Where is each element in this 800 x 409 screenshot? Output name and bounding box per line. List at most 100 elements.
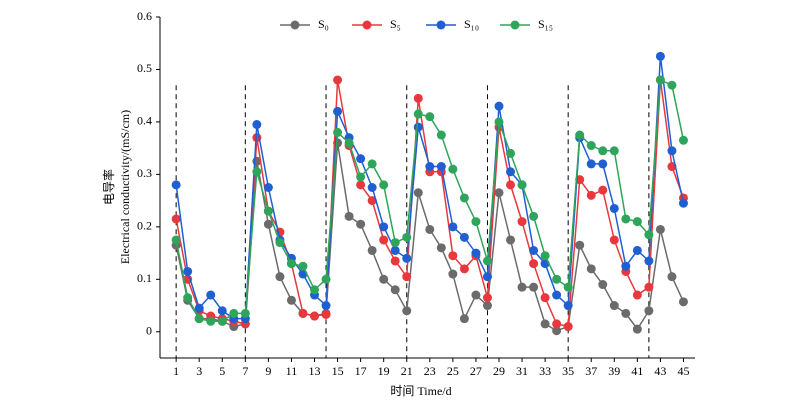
data-point (402, 306, 412, 316)
legend-marker (290, 20, 300, 30)
data-point (229, 308, 239, 318)
x-tick-label: 39 (608, 364, 620, 378)
data-point (529, 211, 539, 221)
data-point (540, 293, 550, 303)
x-tick-label: 1 (173, 364, 179, 378)
data-point (471, 217, 481, 227)
data-point (367, 183, 377, 192)
data-point (575, 130, 585, 140)
data-point (517, 217, 527, 227)
x-tick-label: 31 (516, 364, 528, 378)
data-point (552, 290, 562, 300)
data-point (506, 148, 516, 158)
data-point (598, 185, 608, 195)
x-tick-label: 29 (493, 364, 505, 378)
data-point (621, 261, 631, 271)
data-point (494, 101, 504, 111)
data-point (217, 306, 227, 316)
data-point (321, 274, 331, 284)
data-point (367, 245, 377, 255)
x-tick-label: 11 (286, 364, 298, 378)
x-tick-label: 43 (654, 364, 666, 378)
data-point (171, 180, 181, 190)
data-point (621, 308, 631, 318)
data-point (436, 243, 446, 253)
data-point (171, 235, 181, 245)
data-point (471, 290, 481, 300)
data-point (644, 282, 654, 292)
data-point (413, 188, 423, 198)
x-tick-label: 19 (378, 364, 390, 378)
data-point (275, 272, 285, 282)
data-point (333, 75, 343, 85)
data-point (194, 303, 204, 313)
data-point (448, 164, 458, 174)
data-point (425, 112, 435, 122)
data-point (678, 198, 688, 208)
y-axis-label: 电导率 (101, 169, 116, 205)
data-point (413, 93, 423, 103)
data-point (678, 135, 688, 145)
data-point (298, 308, 308, 318)
x-tick-label: 45 (677, 364, 689, 378)
x-tick-label: 3 (196, 364, 202, 378)
data-point (678, 297, 688, 307)
data-point (436, 130, 446, 140)
x-tick-label: 17 (355, 364, 367, 378)
x-tick-label: 25 (447, 364, 459, 378)
data-point (540, 319, 550, 329)
data-point (506, 235, 516, 245)
data-point (609, 301, 619, 311)
x-axis-label: 时间 Time/d (390, 384, 451, 398)
data-point (448, 251, 458, 261)
data-point (379, 274, 389, 284)
data-point (598, 146, 608, 156)
data-point (240, 308, 250, 318)
data-point (356, 154, 366, 164)
x-tick-label: 7 (242, 364, 248, 378)
data-point (390, 256, 400, 266)
data-point (482, 256, 492, 266)
data-point (644, 230, 654, 240)
data-point (194, 314, 204, 324)
data-point (598, 159, 608, 169)
data-point (459, 264, 469, 274)
data-point (379, 222, 389, 232)
data-point (586, 264, 596, 274)
data-point (333, 106, 343, 116)
x-tick-label: 23 (424, 364, 436, 378)
y-axis-label: Electrical conductivity/(mS/cm) (118, 110, 132, 264)
data-point (459, 193, 469, 203)
data-point (482, 293, 492, 303)
data-point (586, 141, 596, 151)
x-tick-label: 13 (309, 364, 321, 378)
data-point (586, 190, 596, 200)
data-point (390, 245, 400, 255)
data-point (575, 240, 585, 250)
data-point (367, 196, 377, 206)
series-line (175, 56, 685, 320)
y-tick-label: 0.1 (137, 271, 152, 285)
data-point (333, 127, 343, 137)
data-point (298, 261, 308, 271)
y-tick-label: 0.5 (137, 61, 152, 75)
y-tick-label: 0.4 (137, 114, 152, 128)
data-point (252, 167, 262, 177)
data-point (667, 80, 677, 90)
data-point (344, 211, 354, 221)
data-point (609, 235, 619, 245)
data-point (517, 282, 527, 292)
data-point (286, 259, 296, 269)
data-point (206, 290, 216, 300)
data-point (552, 319, 562, 329)
data-point (621, 214, 631, 224)
x-tick-label: 33 (539, 364, 551, 378)
data-point (275, 238, 285, 248)
data-point (459, 314, 469, 324)
x-tick-label: 15 (332, 364, 344, 378)
data-point (321, 309, 331, 319)
x-tick-label: 21 (401, 364, 413, 378)
data-point (263, 183, 273, 192)
data-point (252, 120, 262, 130)
x-tick-label: 41 (631, 364, 643, 378)
